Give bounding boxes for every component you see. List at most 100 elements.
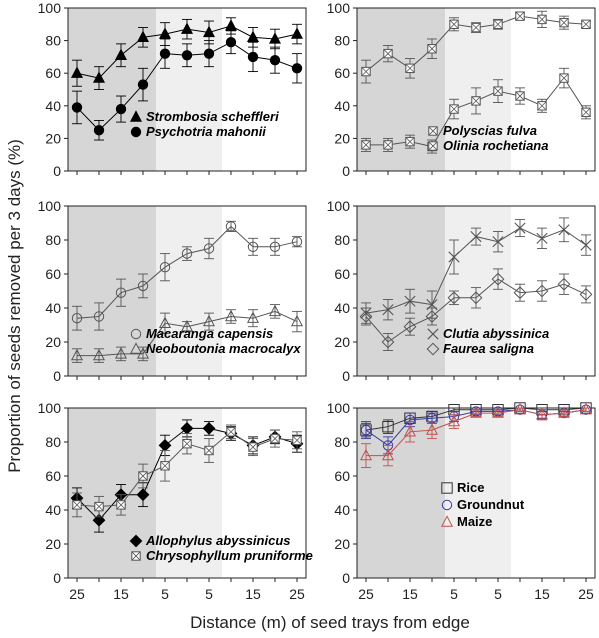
- data-point: [403, 425, 417, 437]
- y-tick-label: 0: [342, 570, 350, 586]
- data-point: [493, 86, 503, 96]
- data-point: [136, 488, 150, 502]
- data-point: [581, 19, 591, 29]
- data-point: [425, 310, 439, 323]
- data-point: [383, 48, 393, 59]
- data-point: [202, 25, 216, 38]
- data-point: [226, 427, 236, 437]
- legend-label: Olinia rochetiana: [443, 138, 548, 153]
- panel-middle-left: 0 20 40 60 80 100 Macaranga capensisNeoboutoni…: [38, 198, 307, 384]
- point-hatch: [226, 427, 236, 437]
- data-point: [404, 295, 416, 307]
- legend-marker: [441, 482, 453, 494]
- y-tick-label: 40: [45, 300, 61, 316]
- data-point: [71, 102, 83, 113]
- data-point: [493, 19, 503, 29]
- y-tick-label: 100: [327, 198, 351, 214]
- point-hatch: [581, 19, 591, 29]
- data-point: [248, 442, 258, 452]
- data-point: [224, 309, 238, 322]
- data-point: [537, 14, 547, 25]
- data-point: [114, 347, 128, 359]
- panel-top-left: 0 20 40 60 80 100 Strombosia scheffleriPsychot…: [38, 0, 307, 179]
- point-hatch: [559, 73, 569, 83]
- y-tick-label: 40: [334, 300, 350, 316]
- legend-label: Psychotria mahonii: [146, 124, 266, 139]
- data-point: [115, 287, 127, 298]
- data-point: [159, 48, 171, 59]
- legend-label: Rice: [457, 480, 484, 495]
- data-point: [160, 461, 170, 471]
- legend-label: Allophylus abyssinicus: [145, 533, 291, 548]
- data-point: [203, 48, 215, 59]
- data-point: [115, 103, 127, 115]
- legend-marker: [130, 328, 142, 340]
- point-stroke: [470, 231, 482, 243]
- y-tick-label: 80: [334, 232, 350, 248]
- legend-marker: [428, 126, 438, 136]
- data-point: [557, 277, 571, 291]
- data-point: [224, 19, 238, 31]
- data-point: [449, 104, 459, 114]
- data-point: [203, 243, 215, 254]
- data-point: [70, 348, 84, 361]
- y-tick-label: 60: [45, 266, 61, 282]
- point-hatch: [182, 439, 192, 449]
- point-stroke: [580, 239, 592, 251]
- point-hatch: [428, 126, 438, 136]
- point-hatch: [248, 442, 258, 452]
- shade-light-region: [156, 408, 222, 578]
- legend-marker: [441, 499, 453, 511]
- point-stroke: [448, 251, 460, 263]
- point-hatch: [537, 101, 547, 111]
- y-tick-label: 100: [38, 0, 62, 16]
- data-point: [557, 406, 571, 418]
- y-tick-label: 60: [45, 468, 61, 484]
- x-tick-label: 25: [358, 586, 374, 602]
- data-point: [535, 284, 549, 298]
- data-point: [247, 241, 259, 253]
- point-hatch: [292, 435, 302, 445]
- data-point: [428, 126, 438, 136]
- point-hatch: [138, 471, 148, 481]
- data-point: [72, 500, 82, 510]
- data-point: [180, 22, 194, 34]
- legend-label: Faurea saligna: [443, 341, 534, 356]
- shade-light-region: [156, 206, 222, 376]
- data-point: [93, 125, 105, 136]
- data-point: [93, 311, 105, 322]
- y-tick-label: 60: [334, 65, 350, 81]
- point-hatch: [493, 19, 503, 29]
- panel-bottom-right: 0 20 40 60 80 100 25 15 5 5 15 25 Rice Groundnut Maize: [327, 400, 596, 602]
- series-polyscias-fulva: [361, 10, 591, 84]
- data-point: [181, 50, 193, 61]
- data-point: [130, 328, 142, 340]
- point-hatch: [471, 23, 481, 33]
- data-point: [92, 71, 106, 83]
- data-point: [137, 79, 149, 90]
- data-point: [381, 335, 395, 349]
- legend-label: Polyscias fulva: [443, 123, 537, 138]
- data-point: [536, 232, 548, 244]
- legend-marker: [130, 126, 142, 138]
- y-tick-label: 80: [45, 232, 61, 248]
- y-tick-label: 0: [53, 570, 61, 586]
- y-tick-label: 20: [45, 536, 61, 552]
- data-point: [471, 22, 481, 33]
- data-point: [469, 291, 483, 305]
- x-tick-label: 5: [205, 586, 213, 602]
- data-point: [137, 280, 149, 292]
- data-point: [92, 348, 106, 361]
- x-tick-label: 25: [289, 586, 305, 602]
- data-point: [579, 402, 593, 415]
- series-clutia-abyssinica: [360, 217, 592, 324]
- y-tick-label: 20: [45, 334, 61, 350]
- data-point: [405, 63, 415, 74]
- series-chrysophyllum-pruniforme: [72, 424, 302, 518]
- point-hatch: [383, 140, 393, 150]
- data-point: [291, 236, 303, 247]
- x-tick-label: 25: [578, 586, 594, 602]
